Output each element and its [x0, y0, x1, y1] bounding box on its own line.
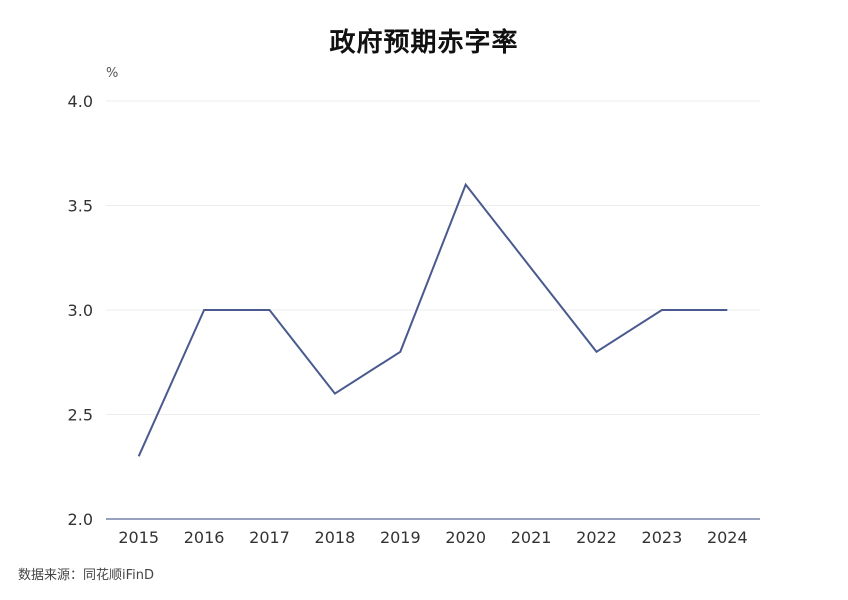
x-tick-labels: 2015 2016 2017 2018 2019 2020 2021 2022 2023 2024	[118, 528, 747, 547]
x-tick-label: 2018	[315, 528, 356, 547]
x-tick-label: 2017	[249, 528, 290, 547]
y-tick-label: 3.5	[68, 197, 93, 216]
x-tick-label: 2020	[445, 528, 486, 547]
x-tick-label: 2021	[511, 528, 552, 547]
y-tick-label: 3.0	[68, 301, 93, 320]
x-tick-label: 2019	[380, 528, 421, 547]
y-tick-labels: 2.0 2.5 3.0 3.5 4.0	[68, 92, 93, 529]
x-tick-label: 2022	[576, 528, 617, 547]
chart-title: 政府预期赤字率	[329, 28, 519, 58]
y-tick-label: 2.0	[68, 510, 93, 529]
x-tick-label: 2015	[118, 528, 159, 547]
y-tick-label: 2.5	[68, 406, 93, 425]
x-tick-label: 2024	[707, 528, 748, 547]
source-note: 数据来源：同花顺iFinD	[18, 568, 155, 583]
grid-lines	[106, 100, 760, 520]
series-layer	[137, 182, 728, 457]
series-line	[137, 182, 728, 457]
x-tick-label: 2016	[184, 528, 225, 547]
x-tick-label: 2023	[642, 528, 683, 547]
y-axis-unit-label: %	[106, 66, 119, 81]
y-tick-label: 4.0	[68, 92, 93, 111]
